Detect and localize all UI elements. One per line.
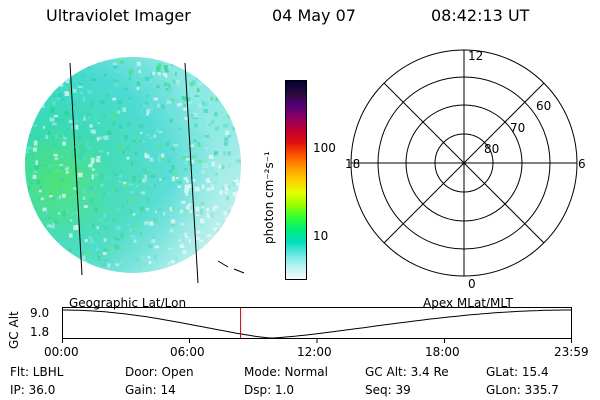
timeline-y-tick-9: 9.0 [30,306,50,320]
lat-label-60: 60 [536,99,551,113]
altitude-timeline-plot [62,307,572,343]
info-field-gc-alt: GC Alt: 3.4 Re [365,365,449,379]
x-tick-0600: 06:00 [170,345,205,359]
info-field-glat: GLat: 15.4 [486,365,549,379]
date-label: 04 May 07 [272,6,356,25]
coastline-fragment [217,260,245,274]
earth-disc [25,57,241,273]
timeline-frame [62,307,572,339]
longitude-line-right [184,62,199,284]
x-tick-1200: 12:00 [297,345,332,359]
instrument-title: Ultraviolet Imager [46,6,191,25]
timeline-y-tick-1-8: 1.8 [30,325,50,339]
timeline-right-title: Apex MLat/MLT [423,296,513,310]
info-field-seq: Seq: 39 [365,383,411,397]
info-field-dsp: Dsp: 1.0 [244,383,295,397]
polar-mlat-mlt-plot: 12 6 0 18 60 70 80 [345,49,586,291]
info-field-flt: Flt: LBHL [10,365,64,379]
altitude-curve [62,309,572,339]
x-tick-0000: 00:00 [44,345,79,359]
longitude-line-left [69,62,83,276]
lat-label-70: 70 [510,121,525,135]
mlt-label-6: 6 [578,157,586,171]
info-field-door: Door: Open [125,365,194,379]
colorbar-gradient [286,81,306,279]
timeline-left-title: Geographic Lat/Lon [69,296,187,310]
lat-label-80: 80 [484,142,499,156]
colorbar-unit-label: photon cm⁻²s⁻¹ [262,151,276,244]
info-field-ip: IP: 36.0 [10,383,56,397]
info-field-glon: GLon: 335.7 [486,383,559,397]
info-field-mode: Mode: Normal [244,365,328,379]
mlt-label-18: 18 [345,157,360,171]
x-tick-2359: 23:59 [554,345,589,359]
timeline-y-axis-label: GC Alt [7,311,21,349]
colorbar [285,80,307,280]
polar-diagonal-2 [383,82,545,244]
uv-earth-image [25,57,245,284]
info-field-gain: Gain: 14 [125,383,176,397]
x-tick-1800: 18:00 [425,345,460,359]
colorbar-tick-10: 10 [313,229,329,243]
mlt-label-0: 0 [468,277,476,291]
mlt-label-12: 12 [468,49,483,63]
colorbar-tick-100: 100 [313,141,336,155]
time-label: 08:42:13 UT [431,6,530,25]
